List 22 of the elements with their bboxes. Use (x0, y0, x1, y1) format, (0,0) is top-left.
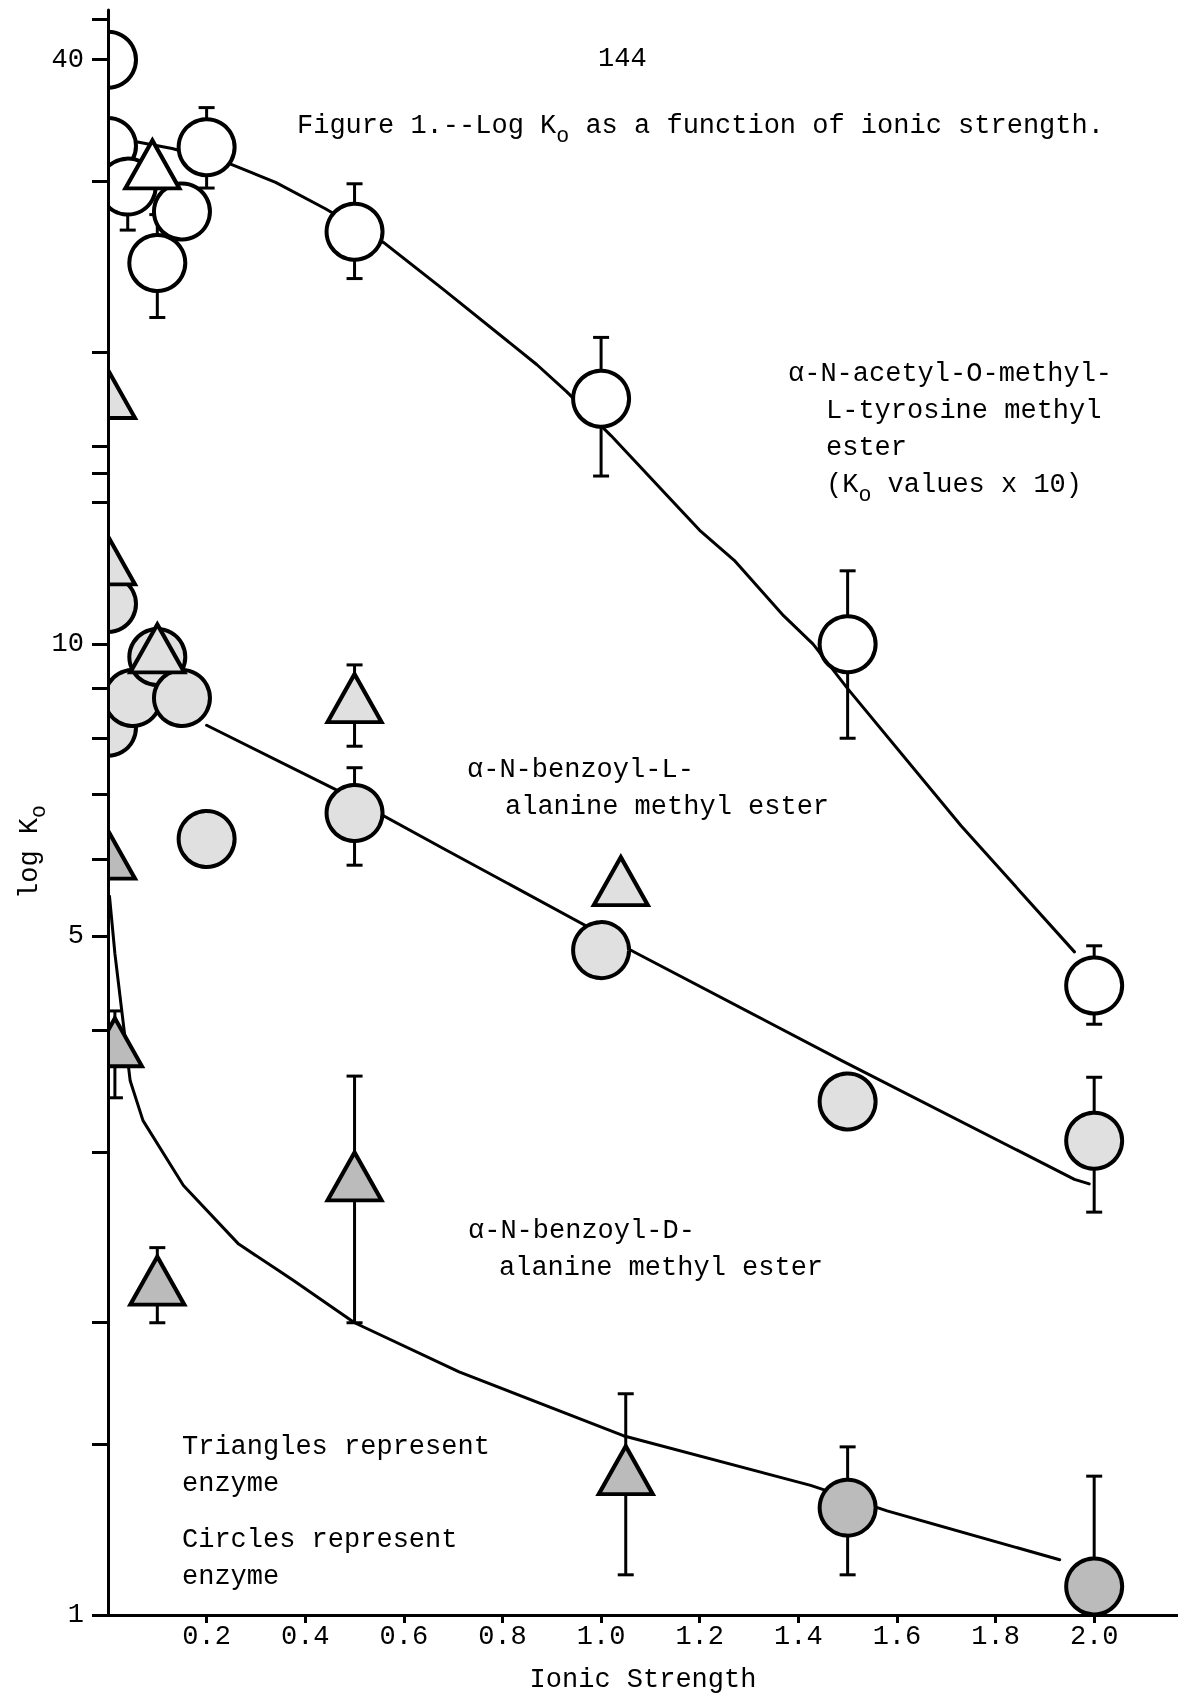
x-tick-label: 0.6 (379, 1621, 429, 1652)
y-tick-label: 5 (67, 921, 84, 952)
x-tick-label: 1.0 (576, 1621, 626, 1652)
annotation: Circles represent enzyme (182, 1524, 458, 1594)
annotation: α-N-acetyl-O-methyl- L-tyrosine methyl ester (K$_{o}$ values x 10) (788, 358, 1113, 507)
y-tick-label: 40 (51, 44, 84, 75)
x-tick-label: 0.8 (478, 1621, 527, 1652)
x-tick-label: 1.2 (675, 1621, 725, 1652)
x-tick-label: 1.6 (872, 1621, 922, 1652)
x-tick-label: 0.2 (182, 1621, 231, 1652)
y-tick-label: 10 (51, 629, 84, 660)
y-tick-label: 1 (67, 1600, 84, 1630)
x-tick-label: 1.4 (774, 1621, 823, 1652)
annotation: Triangles represent enzyme (182, 1431, 490, 1501)
x-tick-label: 0.4 (280, 1621, 330, 1652)
x-tick-label: 1.8 (971, 1621, 1020, 1652)
annotation: 144 (598, 43, 647, 76)
text: Figure 1.--Log K$_{o}$ as a function of ionic strength. (297, 110, 1104, 148)
x-axis-title: Ionic Strength (529, 1664, 757, 1695)
annotation: α-N-benzoyl-D- alanine methyl ester (468, 1215, 824, 1285)
x-tick-label: 2.0 (1069, 1621, 1119, 1652)
annotation: α-N-benzoyl-L- alanine methyl ester (467, 754, 830, 824)
